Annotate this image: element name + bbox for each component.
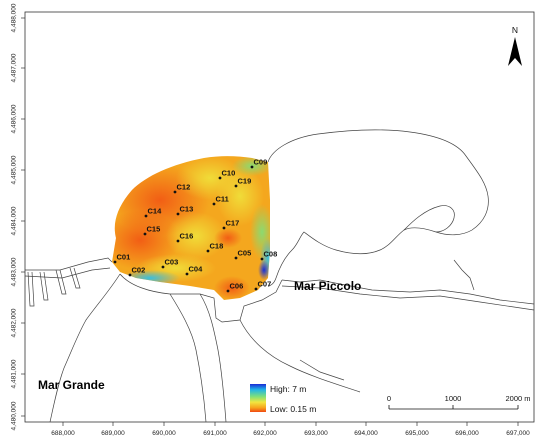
station-label: C08 (264, 250, 278, 259)
mar-grande-label: Mar Grande (38, 378, 105, 392)
x-tick-label: 695,000 (405, 430, 429, 437)
x-tick-label: 697,000 (506, 430, 530, 437)
station-marker (113, 260, 117, 264)
depth-legend: High: 7 m Low: 0.15 m (250, 384, 316, 414)
station-marker (250, 165, 254, 169)
station-c18: C18 (206, 242, 224, 253)
station-label: C05 (238, 249, 252, 258)
station-marker (206, 249, 210, 253)
y-axis-tick-labels: 4,488,000 4,487,000 4,486,000 4,485,000 4,48… (11, 3, 18, 430)
scale-label-1000: 1000 (445, 394, 462, 403)
station-label: C11 (216, 195, 229, 204)
station-c14: C14 (144, 207, 163, 218)
x-tick-label: 690,000 (152, 430, 176, 437)
station-marker (234, 256, 238, 260)
y-tick-label: 4,487,000 (11, 53, 18, 82)
y-tick-label: 4,484,000 (11, 206, 18, 235)
coastline (25, 129, 534, 422)
station-marker (218, 176, 222, 180)
station-label: C07 (258, 280, 272, 289)
north-arrow-icon (508, 37, 515, 66)
x-tick-label: 694,000 (354, 430, 378, 437)
station-c10: C10 (218, 169, 236, 180)
station-label: C03 (165, 258, 179, 267)
x-tick-label: 691,000 (203, 430, 227, 437)
station-c08: C08 (260, 250, 278, 261)
station-marker (176, 239, 180, 243)
station-marker (260, 257, 264, 261)
station-c06: C06 (226, 282, 244, 293)
north-arrow: N (508, 25, 522, 66)
station-c09: C09 (250, 158, 268, 169)
x-tick-label: 689,000 (101, 430, 125, 437)
station-c19: C19 (234, 177, 252, 188)
station-marker (212, 202, 216, 206)
map-frame (24, 11, 535, 423)
station-label: C02 (132, 266, 146, 275)
x-tick-label: 696,000 (455, 430, 479, 437)
station-c15: C15 (143, 225, 161, 236)
y-tick-label: 4,480,000 (11, 401, 18, 430)
scale-label-2000: 2000 m (505, 394, 530, 403)
station-label: C06 (230, 282, 244, 291)
y-tick-label: 4,486,000 (11, 104, 18, 133)
station-label: C19 (238, 177, 252, 186)
station-c01: C01 (113, 253, 131, 264)
station-label: C12 (177, 183, 191, 192)
station-c17: C17 (222, 219, 240, 230)
y-tick-label: 4,483,000 (11, 257, 18, 286)
station-label: C14 (148, 207, 163, 216)
station-marker (176, 212, 180, 216)
station-marker (128, 273, 132, 277)
legend-high-label: High: 7 m (270, 384, 306, 394)
station-c12: C12 (173, 183, 191, 194)
station-c03: C03 (161, 258, 179, 269)
station-c04: C04 (185, 265, 204, 276)
station-label: C04 (189, 265, 204, 274)
station-label: C09 (254, 158, 268, 167)
x-tick-label: 688,000 (51, 430, 75, 437)
station-c07: C07 (254, 280, 272, 291)
station-c13: C13 (176, 205, 194, 216)
station-marker (185, 272, 189, 276)
station-label: C16 (180, 232, 194, 241)
mar-piccolo-label: Mar Piccolo (294, 279, 361, 293)
north-arrow-label: N (512, 25, 518, 35)
station-marker (254, 287, 258, 291)
legend-low-label: Low: 0.15 m (270, 404, 316, 414)
y-tick-label: 4,481,000 (11, 359, 18, 388)
station-label: C01 (117, 253, 131, 262)
station-label: C18 (210, 242, 224, 251)
station-label: C13 (180, 205, 194, 214)
x-tick-label: 693,000 (304, 430, 328, 437)
mar-piccolo-outline (267, 129, 489, 287)
station-c02: C02 (128, 266, 146, 277)
y-tick-label: 4,485,000 (11, 155, 18, 184)
y-tick-label: 4,488,000 (11, 3, 18, 32)
station-c11: C11 (212, 195, 229, 206)
station-marker (161, 265, 165, 269)
x-axis-tick-labels: 688,000 689,000 690,000 691,000 692,000 693,0… (51, 430, 530, 437)
station-marker (226, 289, 230, 293)
station-marker (143, 232, 147, 236)
y-tick-label: 4,482,000 (11, 308, 18, 337)
scale-bar: 0 1000 2000 m (387, 394, 531, 410)
station-marker (144, 214, 148, 218)
station-label: C15 (147, 225, 161, 234)
station-marker (173, 190, 177, 194)
station-label: C10 (222, 169, 236, 178)
x-tick-label: 692,000 (253, 430, 277, 437)
station-c05: C05 (234, 249, 252, 260)
x-axis-tick-marks (62, 422, 519, 426)
y-axis-tick-marks (21, 17, 25, 417)
station-marker (234, 184, 238, 188)
station-label: C17 (226, 219, 240, 228)
scale-label-0: 0 (387, 394, 391, 403)
depth-legend-colorbar (250, 384, 266, 412)
station-c16: C16 (176, 232, 194, 243)
bathymetry-raster (112, 156, 270, 300)
station-marker (222, 226, 226, 230)
